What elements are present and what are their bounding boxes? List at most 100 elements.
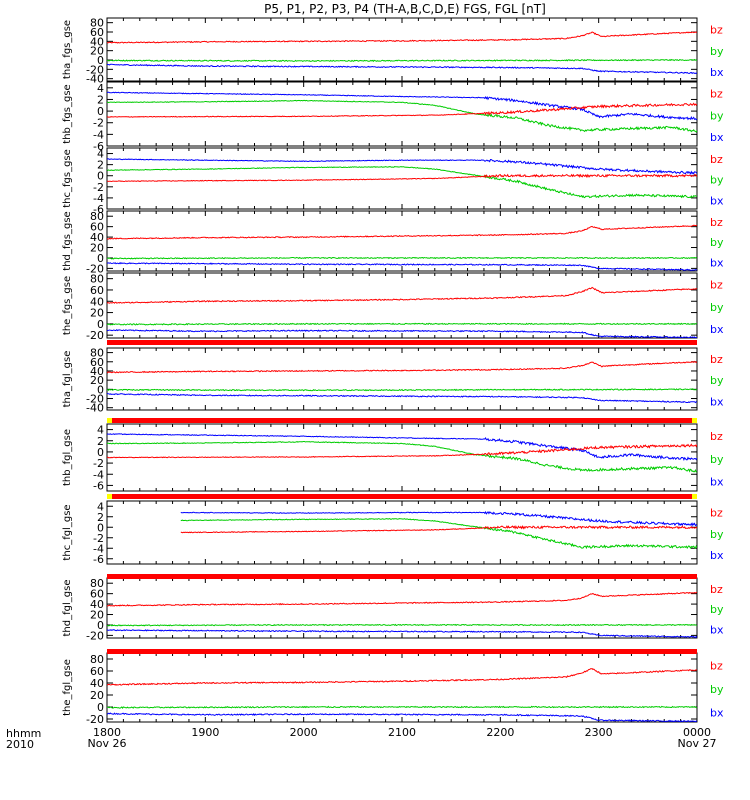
legend-bx: bx xyxy=(710,131,724,144)
series-by-line xyxy=(107,58,697,63)
y-tick-label: 2 xyxy=(97,511,104,524)
series-bz-line xyxy=(107,591,697,607)
y-tick-label: 60 xyxy=(90,284,104,297)
x-tick-sublabel: Nov 26 xyxy=(88,737,127,750)
y-tick-label: -20 xyxy=(86,713,104,726)
status-bar xyxy=(107,574,697,579)
series-bx-line xyxy=(107,91,697,121)
y-tick-label: -20 xyxy=(86,63,104,76)
status-bar xyxy=(107,418,697,423)
y-tick-label: 40 xyxy=(90,231,104,244)
x-tick-label: 2000 xyxy=(290,726,318,739)
legend-by: by xyxy=(710,528,724,541)
y-tick-label: 2 xyxy=(97,159,104,172)
series-bz-line xyxy=(107,224,697,240)
x-tick-label: 2300 xyxy=(585,726,613,739)
legend-bz: bz xyxy=(710,88,723,101)
series-group xyxy=(107,91,697,133)
y-tick-label: 4 xyxy=(97,500,104,513)
panel-ylabel: tha_fgl_gse xyxy=(62,351,73,408)
y-tick-label: 0 xyxy=(97,318,104,331)
panel-ylabel: tha_fgs_gse xyxy=(62,20,73,79)
y-tick-label: -4 xyxy=(93,192,104,205)
y-tick-label: -40 xyxy=(86,402,104,415)
series-group xyxy=(107,668,697,722)
y-tick-label: 80 xyxy=(90,273,104,286)
y-tick-label: 40 xyxy=(90,598,104,611)
panel-ylabel: thd_fgs_gse xyxy=(62,211,73,270)
series-group xyxy=(107,286,697,338)
chart-title: P5, P1, P2, P3, P4 (TH-A,B,C,D,E) FGS, F… xyxy=(264,2,546,16)
panel-frame xyxy=(106,272,698,339)
series-bz-line xyxy=(107,102,697,118)
legend-by: by xyxy=(710,453,724,466)
y-tick-label: 20 xyxy=(90,45,104,58)
series-bz-line xyxy=(107,668,697,686)
series-by-line xyxy=(107,322,697,326)
legend-bx: bx xyxy=(710,66,724,79)
legend-bx: bx xyxy=(710,549,724,562)
y-tick-label: -20 xyxy=(86,329,104,342)
series-bx-line xyxy=(107,329,697,338)
y-tick-label: 20 xyxy=(90,374,104,387)
legend-bz: bz xyxy=(710,506,723,519)
y-tick-label: 40 xyxy=(90,295,104,308)
series-bx-line xyxy=(107,712,697,722)
x-tick-label: 1800 xyxy=(93,726,121,739)
y-tick-label: -20 xyxy=(86,262,104,275)
series-bx-line xyxy=(107,63,697,75)
y-tick-label: 60 xyxy=(90,356,104,369)
y-tick-label: -6 xyxy=(93,479,104,492)
y-tick-label: 60 xyxy=(90,588,104,601)
panel-frame xyxy=(106,210,698,272)
x-axis-row-label-year: 2010 xyxy=(6,738,34,751)
legend-bx: bx xyxy=(710,624,724,637)
y-tick-label: -4 xyxy=(93,542,104,555)
legend-bz: bz xyxy=(710,279,723,292)
panel-thc_fgs_gse: 420-2-4-6 thc_fgs_gse bz by bx xyxy=(62,147,724,216)
y-tick-label: 80 xyxy=(90,653,104,666)
y-tick-label: 20 xyxy=(90,689,104,702)
panel-frame xyxy=(106,652,698,723)
y-tick-label: 4 xyxy=(97,424,104,437)
y-tick-label: 0 xyxy=(97,105,104,118)
series-by-line xyxy=(107,705,697,709)
y-tick-label: -4 xyxy=(93,468,104,481)
series-bx-line xyxy=(107,158,697,175)
y-tick-label: -20 xyxy=(86,629,104,642)
panel-frame xyxy=(106,147,698,210)
series-by-line xyxy=(107,388,697,392)
status-bar-marker xyxy=(107,418,112,423)
y-tick-label: 80 xyxy=(90,17,104,30)
series-bx-line xyxy=(107,629,697,638)
y-tick-label: 2 xyxy=(97,93,104,106)
y-tick-label: -6 xyxy=(93,140,104,153)
panel-ylabel: thb_fgl_gse xyxy=(62,429,73,486)
y-tick-label: 60 xyxy=(90,665,104,678)
panel-thb_fgl_gse: 420-2-4-6 thb_fgl_gse bz by bx xyxy=(62,423,724,492)
x-tick-sublabel: Nov 27 xyxy=(678,737,717,750)
y-tick-label: 40 xyxy=(90,35,104,48)
panel-thb_fgs_gse: 420-2-4-6 thb_fgs_gse bz by bx xyxy=(62,81,724,153)
y-tick-label: -2 xyxy=(93,532,104,545)
status-bar-marker xyxy=(692,418,697,423)
y-tick-label: 80 xyxy=(90,210,104,223)
y-tick-label: 0 xyxy=(97,383,104,396)
legend-bx: bx xyxy=(710,706,724,719)
legend-bz: bz xyxy=(710,216,723,229)
x-tick-label: 0000 xyxy=(683,726,711,739)
y-tick-label: -2 xyxy=(93,117,104,130)
panel-ylabel: the_fgl_gse xyxy=(62,659,73,716)
y-tick-label: 2 xyxy=(97,435,104,448)
y-tick-label: 40 xyxy=(90,365,104,378)
y-tick-label: -2 xyxy=(93,457,104,470)
panel-ylabel: thd_fgl_gse xyxy=(62,580,73,637)
status-bar-marker xyxy=(692,494,697,499)
y-tick-label: 20 xyxy=(90,609,104,622)
